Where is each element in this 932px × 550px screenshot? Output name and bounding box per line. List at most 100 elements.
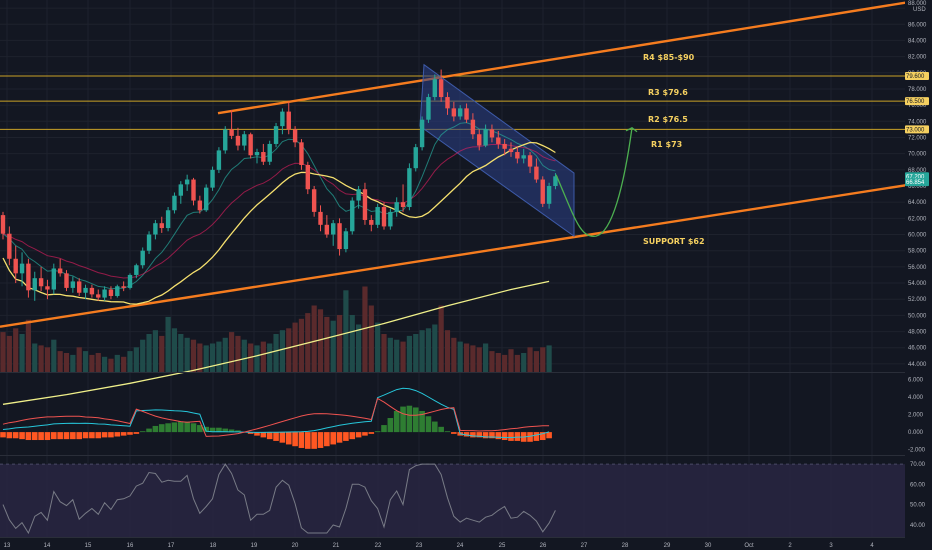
volume-bar: [70, 354, 76, 372]
candle-body: [331, 223, 336, 235]
macd-hist-bar: [222, 428, 229, 433]
volume-bar: [330, 320, 336, 372]
volume-bar: [108, 358, 114, 372]
volume-bar: [63, 353, 70, 372]
price-tick-label: 44.000: [908, 362, 927, 368]
candle-body: [521, 155, 526, 159]
macd-hist-bar: [412, 407, 419, 433]
price-tick-label: 78.000: [908, 87, 927, 93]
price-axis[interactable]: 88.000USD86.00084.00082.00080.00078.0007…: [905, 0, 932, 550]
macd-hist-bar: [298, 432, 305, 448]
macd-hist-bar: [355, 432, 362, 438]
macd-hist-bar: [273, 432, 279, 441]
candle-body: [19, 263, 25, 274]
macd-hist-bar: [400, 406, 406, 433]
channel-area: [419, 63, 575, 238]
candle-body: [229, 129, 234, 136]
candle-body: [369, 219, 374, 225]
candle-body: [127, 274, 133, 288]
macd-hist-bar: [419, 410, 425, 433]
candle-body: [102, 289, 107, 298]
macd-hist-bar: [158, 424, 165, 433]
candle-body: [108, 289, 114, 296]
volume-bar: [375, 322, 381, 372]
candle-body: [89, 287, 95, 295]
lower-trendline: [0, 179, 932, 328]
time-axis[interactable]: 13 14 15 16 17 18 19 20 21 22 23 24 25 26 27 28 29 30 Oct 2…: [0, 537, 905, 550]
candle-body: [375, 207, 380, 225]
candle-body: [362, 189, 368, 220]
r1-label: R1 $73: [651, 140, 682, 149]
price-tick-label: 64.000: [908, 200, 927, 206]
candle-body: [458, 108, 463, 117]
candle-body: [261, 152, 266, 162]
macd-hist-bar: [51, 432, 57, 440]
time-tick-label: 28: [622, 543, 629, 549]
candle-body: [496, 137, 501, 144]
volume-bar: [267, 343, 273, 372]
candle-body: [350, 200, 355, 232]
macd-hist-bar: [374, 431, 381, 433]
candle-body: [197, 200, 203, 211]
volume-bar: [222, 337, 228, 372]
macd-hist-bar: [178, 421, 184, 433]
macd-hist-bar: [514, 432, 521, 441]
projection-curve: [555, 127, 633, 237]
macd-hist-bar: [432, 421, 438, 433]
macd-hist-bar: [70, 432, 76, 440]
time-tick-label: Oct: [744, 543, 754, 549]
time-tick-label: 24: [457, 543, 464, 549]
candle-body: [83, 287, 88, 293]
rsi-tick-label: 60.00: [910, 482, 926, 488]
price-tick-label: 84.000: [908, 38, 927, 44]
macd-hist-bar: [438, 426, 444, 433]
volume-bar: [406, 335, 412, 372]
price-tick-label: 56.000: [908, 265, 927, 271]
volume-bar: [260, 341, 266, 372]
candle-body: [7, 233, 12, 259]
macd-hist-bar: [38, 432, 44, 441]
price-tick-label: 60.000: [908, 233, 927, 239]
volume-bar: [444, 330, 451, 372]
candle-body: [508, 148, 514, 153]
macd-hist-bar: [508, 432, 514, 441]
volume-bar: [521, 353, 527, 372]
candle-body: [51, 268, 56, 290]
macd-hist-bar: [101, 432, 108, 438]
r3-label: R3 $79.6: [648, 88, 688, 97]
volume-bar: [413, 334, 419, 372]
macd-hist-bar: [247, 432, 254, 434]
price-marker: [905, 72, 929, 81]
candle-body: [184, 179, 190, 185]
volume-bar: [387, 337, 393, 372]
candle-body: [216, 150, 222, 170]
volume-bar: [89, 354, 95, 372]
time-tick-label: 22: [375, 543, 382, 549]
volume-bar: [6, 335, 12, 372]
candle-body: [172, 195, 177, 211]
macd-hist-bar: [393, 410, 400, 433]
candle-body: [419, 119, 425, 148]
volume-bar: [76, 347, 82, 372]
volume-bar: [32, 343, 38, 372]
candle-body: [57, 268, 63, 274]
macd-hist-bar: [120, 432, 127, 436]
price-tick-label: 52.000: [908, 297, 927, 303]
volume-bar: [432, 324, 438, 372]
macd-hist-bar: [0, 432, 6, 438]
macd-hist-bar: [343, 432, 349, 441]
candle-body: [235, 135, 241, 146]
candle-body: [134, 265, 139, 275]
macd-hist-bar: [89, 432, 95, 439]
macd-hist-bar: [44, 432, 51, 441]
volume-bar: [508, 349, 514, 372]
candle-body: [26, 263, 31, 291]
macd-hist-bar: [482, 432, 489, 439]
macd-hist-bar: [501, 432, 508, 441]
candle-body: [553, 176, 558, 186]
time-tick-label: 30: [705, 543, 712, 549]
time-tick-label: 3: [829, 543, 833, 549]
price-axis-top-label: 88.000: [908, 1, 927, 7]
